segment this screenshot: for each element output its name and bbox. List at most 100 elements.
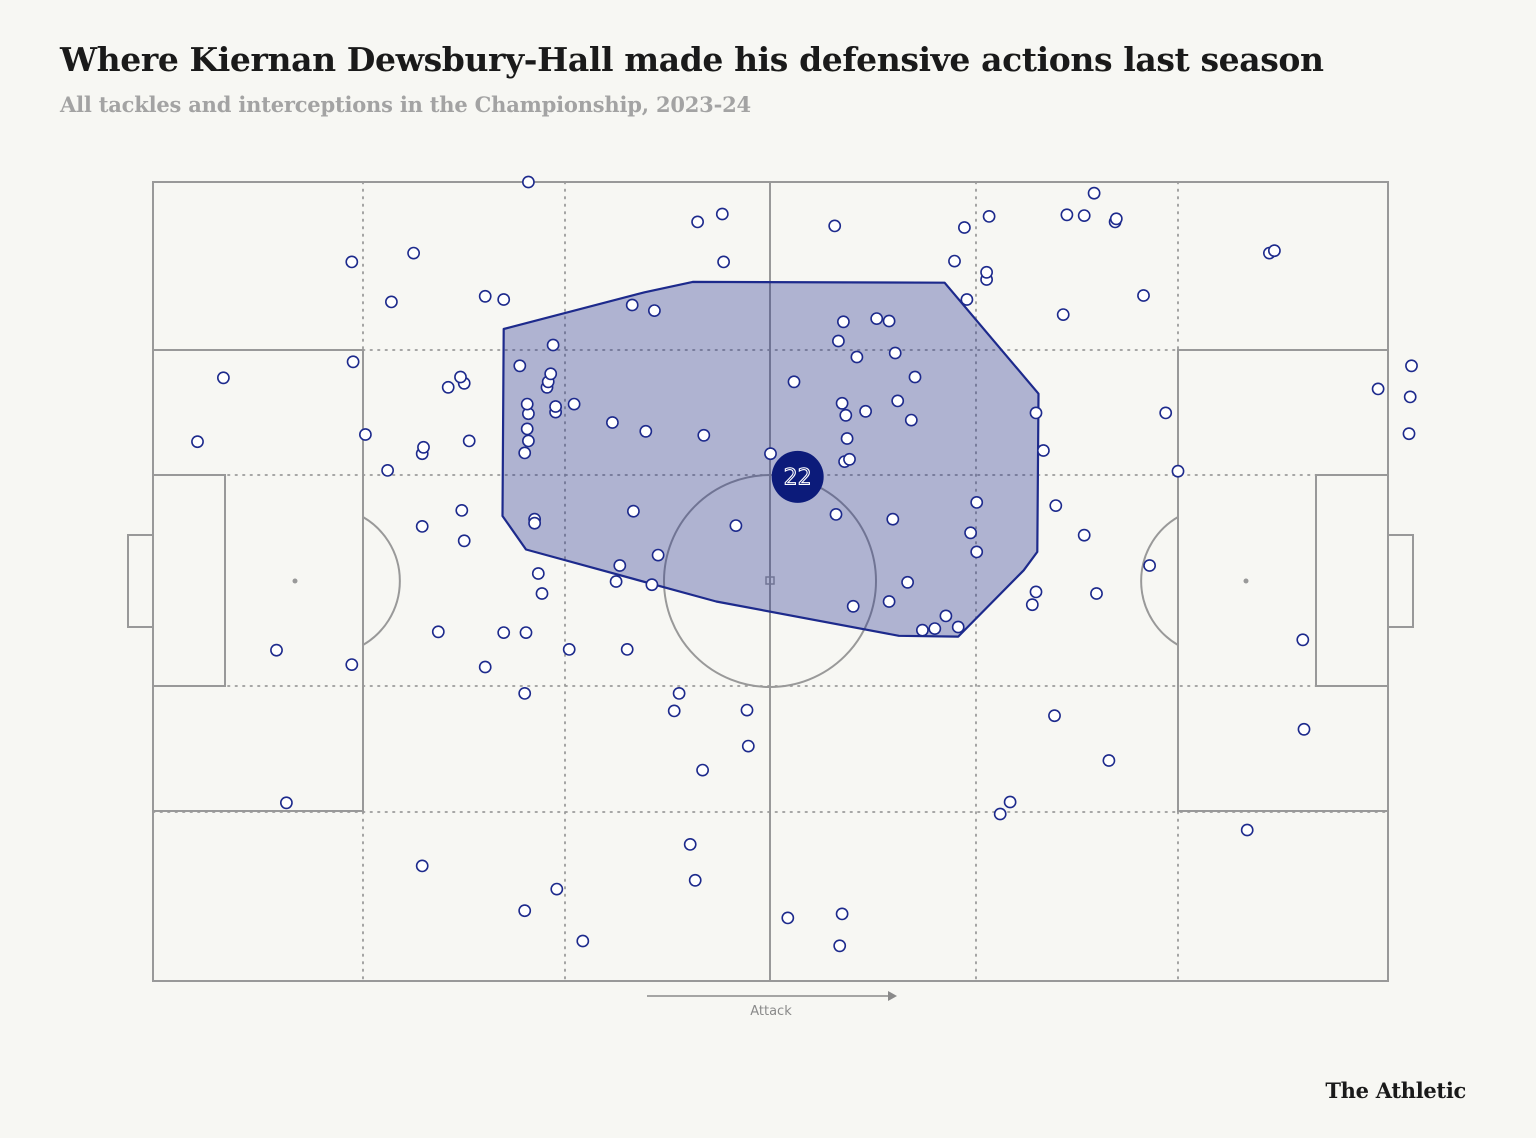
action-point: [970, 495, 984, 509]
action-point: [870, 312, 884, 325]
centre-circle: [663, 474, 877, 688]
action-point: [828, 219, 842, 233]
action-point: [535, 587, 549, 600]
action-point: [1297, 722, 1311, 736]
left-penalty-spot: [292, 578, 298, 584]
action-point: [888, 346, 902, 360]
action-point: [1109, 212, 1123, 226]
action-point: [697, 428, 711, 442]
action-point: [1048, 709, 1061, 723]
action-point: [948, 254, 961, 268]
action-point: [478, 660, 492, 674]
action-point: [417, 440, 430, 454]
action-point: [518, 904, 532, 918]
action-point: [960, 293, 974, 306]
action-point: [835, 907, 849, 921]
attack-direction: Attack: [647, 991, 897, 1019]
action-point: [345, 255, 359, 269]
action-point: [454, 370, 467, 384]
action-point: [415, 859, 429, 873]
action-point: [982, 209, 996, 223]
action-point: [886, 512, 900, 526]
action-point: [1405, 359, 1418, 373]
action-point: [1159, 406, 1173, 420]
action-point: [279, 796, 293, 810]
left-penalty-box: [152, 349, 364, 812]
action-point: [625, 298, 639, 312]
action-point: [1143, 559, 1156, 572]
action-point: [691, 215, 704, 229]
action-point: [528, 516, 541, 530]
left-goal: [127, 534, 154, 628]
action-point: [1371, 382, 1385, 396]
action-point: [270, 643, 283, 657]
action-point: [1077, 528, 1091, 542]
action-point: [928, 622, 942, 635]
action-point: [1137, 289, 1150, 302]
action-point: [576, 934, 590, 948]
action-point: [729, 519, 743, 532]
action-point: [407, 246, 420, 260]
action-point: [837, 315, 850, 329]
action-point: [829, 508, 843, 521]
action-point: [431, 625, 445, 639]
player-number: 22: [784, 465, 812, 490]
left-six-yard-box: [152, 474, 226, 687]
action-point: [781, 911, 795, 925]
action-point: [1003, 795, 1017, 809]
action-point: [216, 371, 230, 385]
player-number-badge: [771, 450, 824, 503]
action-point: [993, 807, 1007, 821]
action-point: [1402, 427, 1416, 441]
action-point: [904, 413, 918, 427]
action-point: [645, 578, 659, 592]
action-point: [639, 424, 653, 438]
action-point: [520, 422, 534, 436]
action-point: [648, 304, 661, 317]
action-point: [980, 265, 993, 279]
action-point: [970, 545, 984, 559]
action-point: [667, 704, 681, 718]
action-point: [513, 359, 527, 373]
action-point: [1077, 209, 1091, 222]
left-penalty-arc: [362, 516, 401, 646]
action-point: [717, 255, 730, 269]
action-point: [1102, 754, 1116, 767]
action-point: [1060, 208, 1074, 222]
action-point: [358, 428, 372, 441]
pitch-markings: [127, 181, 1414, 982]
action-point: [843, 452, 856, 466]
action-point: [609, 575, 623, 588]
action-point: [562, 643, 576, 656]
action-point: [606, 416, 619, 429]
action-point: [531, 567, 545, 580]
action-point: [916, 623, 929, 637]
action-point: [882, 595, 896, 608]
action-point: [891, 394, 905, 408]
attack-arrow-head: [888, 991, 897, 1001]
action-point: [497, 626, 511, 639]
action-point: [908, 370, 922, 384]
action-point: [835, 396, 849, 410]
action-point: [627, 504, 640, 518]
action-point: [1056, 308, 1070, 321]
action-point: [846, 599, 860, 613]
action-point: [1403, 390, 1417, 404]
action-point: [441, 380, 455, 394]
action-point: [882, 314, 896, 328]
action-point: [696, 763, 709, 777]
action-point: [550, 882, 564, 896]
action-point: [1171, 464, 1185, 478]
action-point: [740, 703, 754, 717]
action-point: [346, 355, 360, 369]
action-point: [741, 739, 755, 753]
right-six-yard-box: [1315, 474, 1389, 687]
action-point: [1296, 633, 1310, 647]
action-point: [651, 548, 665, 562]
action-point: [613, 559, 627, 572]
action-point: [964, 526, 977, 540]
action-point: [939, 609, 953, 623]
action-point: [549, 400, 562, 413]
chart-title: Where Kiernan Dewsbury-Hall made his def…: [60, 40, 1324, 79]
